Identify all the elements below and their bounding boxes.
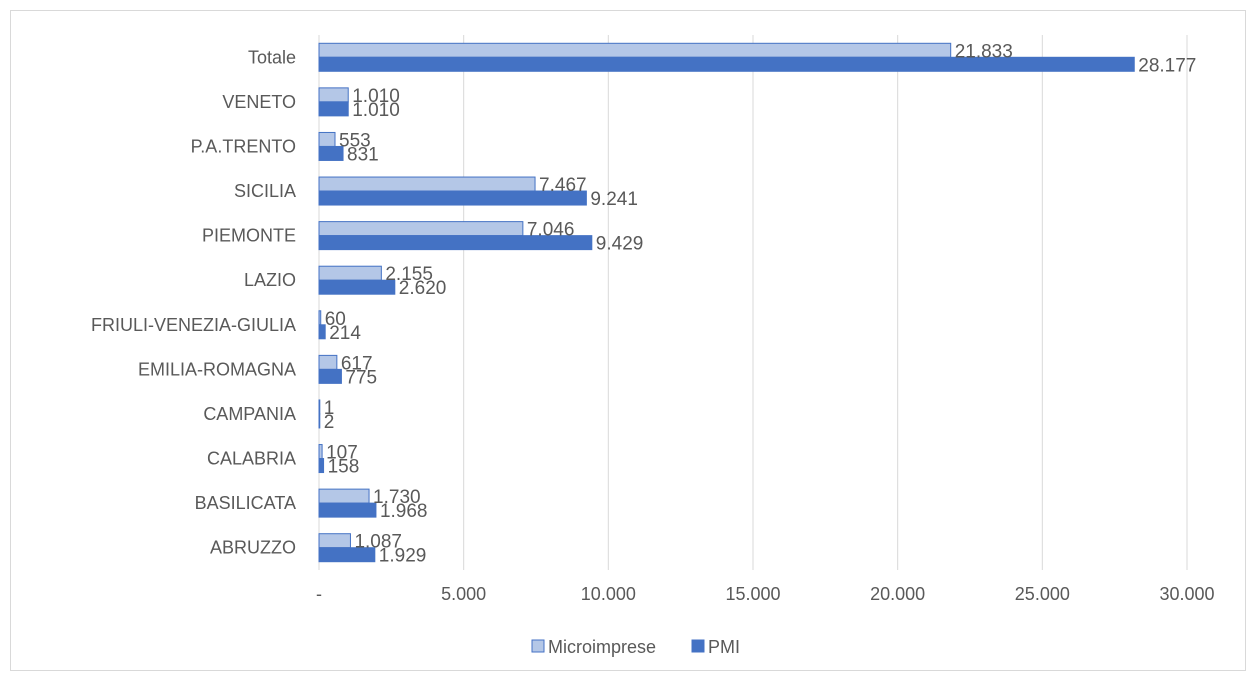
bars	[318, 42, 1135, 563]
x-axis-tick-labels: - 5.000 10.000 15.000 20.000 25.000 30.000	[316, 584, 1215, 604]
data-label-microimprese: 60	[325, 309, 346, 330]
category-label: CAMPANIA	[203, 404, 296, 424]
data-label-pmi: 1.968	[380, 501, 428, 522]
bar-pmi	[318, 145, 344, 161]
x-tick-label: 25.000	[1015, 584, 1070, 604]
bar-pmi	[318, 324, 326, 340]
bar-pmi	[318, 235, 593, 251]
category-label: VENETO	[222, 92, 296, 112]
category-labels: Totale VENETO P.A.TRENTO SICILIA PIEMONTE LAZ…	[91, 47, 296, 557]
category-label: LAZIO	[244, 270, 296, 290]
bar-microimprese	[318, 42, 952, 58]
bar-pmi	[318, 101, 349, 117]
x-tick-label: 30.000	[1159, 584, 1214, 604]
data-label-microimprese: 7.046	[527, 220, 575, 241]
category-label: EMILIA-ROMAGNA	[138, 359, 296, 379]
bar-pmi	[318, 279, 396, 295]
data-label-pmi: 28.177	[1138, 55, 1196, 76]
legend: Microimprese PMI	[531, 637, 740, 657]
data-label-pmi: 1.929	[379, 546, 427, 567]
bar-microimprese	[318, 444, 323, 460]
bar-microimprese	[318, 131, 336, 147]
category-label: ABRUZZO	[210, 538, 296, 558]
bar-pmi	[318, 56, 1135, 72]
data-label-pmi: 1.010	[352, 100, 400, 121]
data-label-pmi: 9.241	[590, 189, 638, 210]
data-label-microimprese: 1.010	[352, 86, 400, 107]
data-label-pmi: 214	[329, 323, 361, 344]
data-label-microimprese: 21.833	[955, 41, 1013, 62]
data-label-microimprese: 1	[324, 398, 335, 419]
bar-pmi	[318, 368, 342, 384]
bar-microimprese	[318, 488, 370, 504]
data-label-pmi: 2.620	[399, 278, 447, 299]
category-label: PIEMONTE	[202, 226, 296, 246]
bar-pmi	[318, 547, 376, 563]
data-label-microimprese: 107	[326, 443, 358, 464]
category-label: BASILICATA	[195, 493, 296, 513]
x-tick-label: -	[316, 584, 322, 604]
data-label-pmi: 2	[324, 412, 335, 433]
data-label-microimprese: 7.467	[539, 175, 587, 196]
x-tick-label: 5.000	[441, 584, 486, 604]
legend-label-pmi: PMI	[708, 637, 740, 657]
category-label: FRIULI-VENEZIA-GIULIA	[91, 315, 296, 335]
category-label: CALABRIA	[207, 449, 296, 469]
bar-microimprese	[318, 533, 351, 549]
data-label-microimprese: 2.155	[385, 264, 433, 285]
legend-swatch-pmi	[691, 639, 705, 653]
x-tick-label: 20.000	[870, 584, 925, 604]
data-label-pmi: 158	[328, 457, 360, 478]
bar-microimprese	[318, 87, 349, 103]
category-label: SICILIA	[234, 181, 296, 201]
data-label-microimprese: 553	[339, 130, 371, 151]
bar-microimprese	[318, 176, 536, 192]
legend-label-microimprese: Microimprese	[548, 637, 656, 657]
bar-pmi	[318, 413, 321, 429]
bar-pmi	[318, 190, 587, 206]
data-label-microimprese: 617	[341, 353, 373, 374]
bar-microimprese	[318, 221, 524, 237]
data-label-microimprese: 1.730	[373, 487, 421, 508]
grid-lines	[318, 35, 1188, 570]
bar-microimprese	[318, 265, 382, 281]
data-label-pmi: 9.429	[596, 234, 644, 255]
bar-microimprese	[318, 310, 322, 326]
x-tick-label: 10.000	[581, 584, 636, 604]
x-tick-label: 15.000	[725, 584, 780, 604]
data-label-pmi: 831	[347, 144, 379, 165]
data-label-microimprese: 1.087	[354, 532, 402, 553]
category-label: Totale	[248, 47, 296, 67]
category-label: P.A.TRENTO	[191, 136, 296, 156]
bar-microimprese	[318, 354, 338, 370]
bar-pmi	[318, 458, 325, 474]
data-label-pmi: 775	[345, 367, 377, 388]
bar-microimprese	[318, 399, 321, 415]
bar-pmi	[318, 502, 377, 518]
chart-frame	[10, 10, 1246, 671]
legend-swatch-microimprese	[531, 639, 545, 653]
